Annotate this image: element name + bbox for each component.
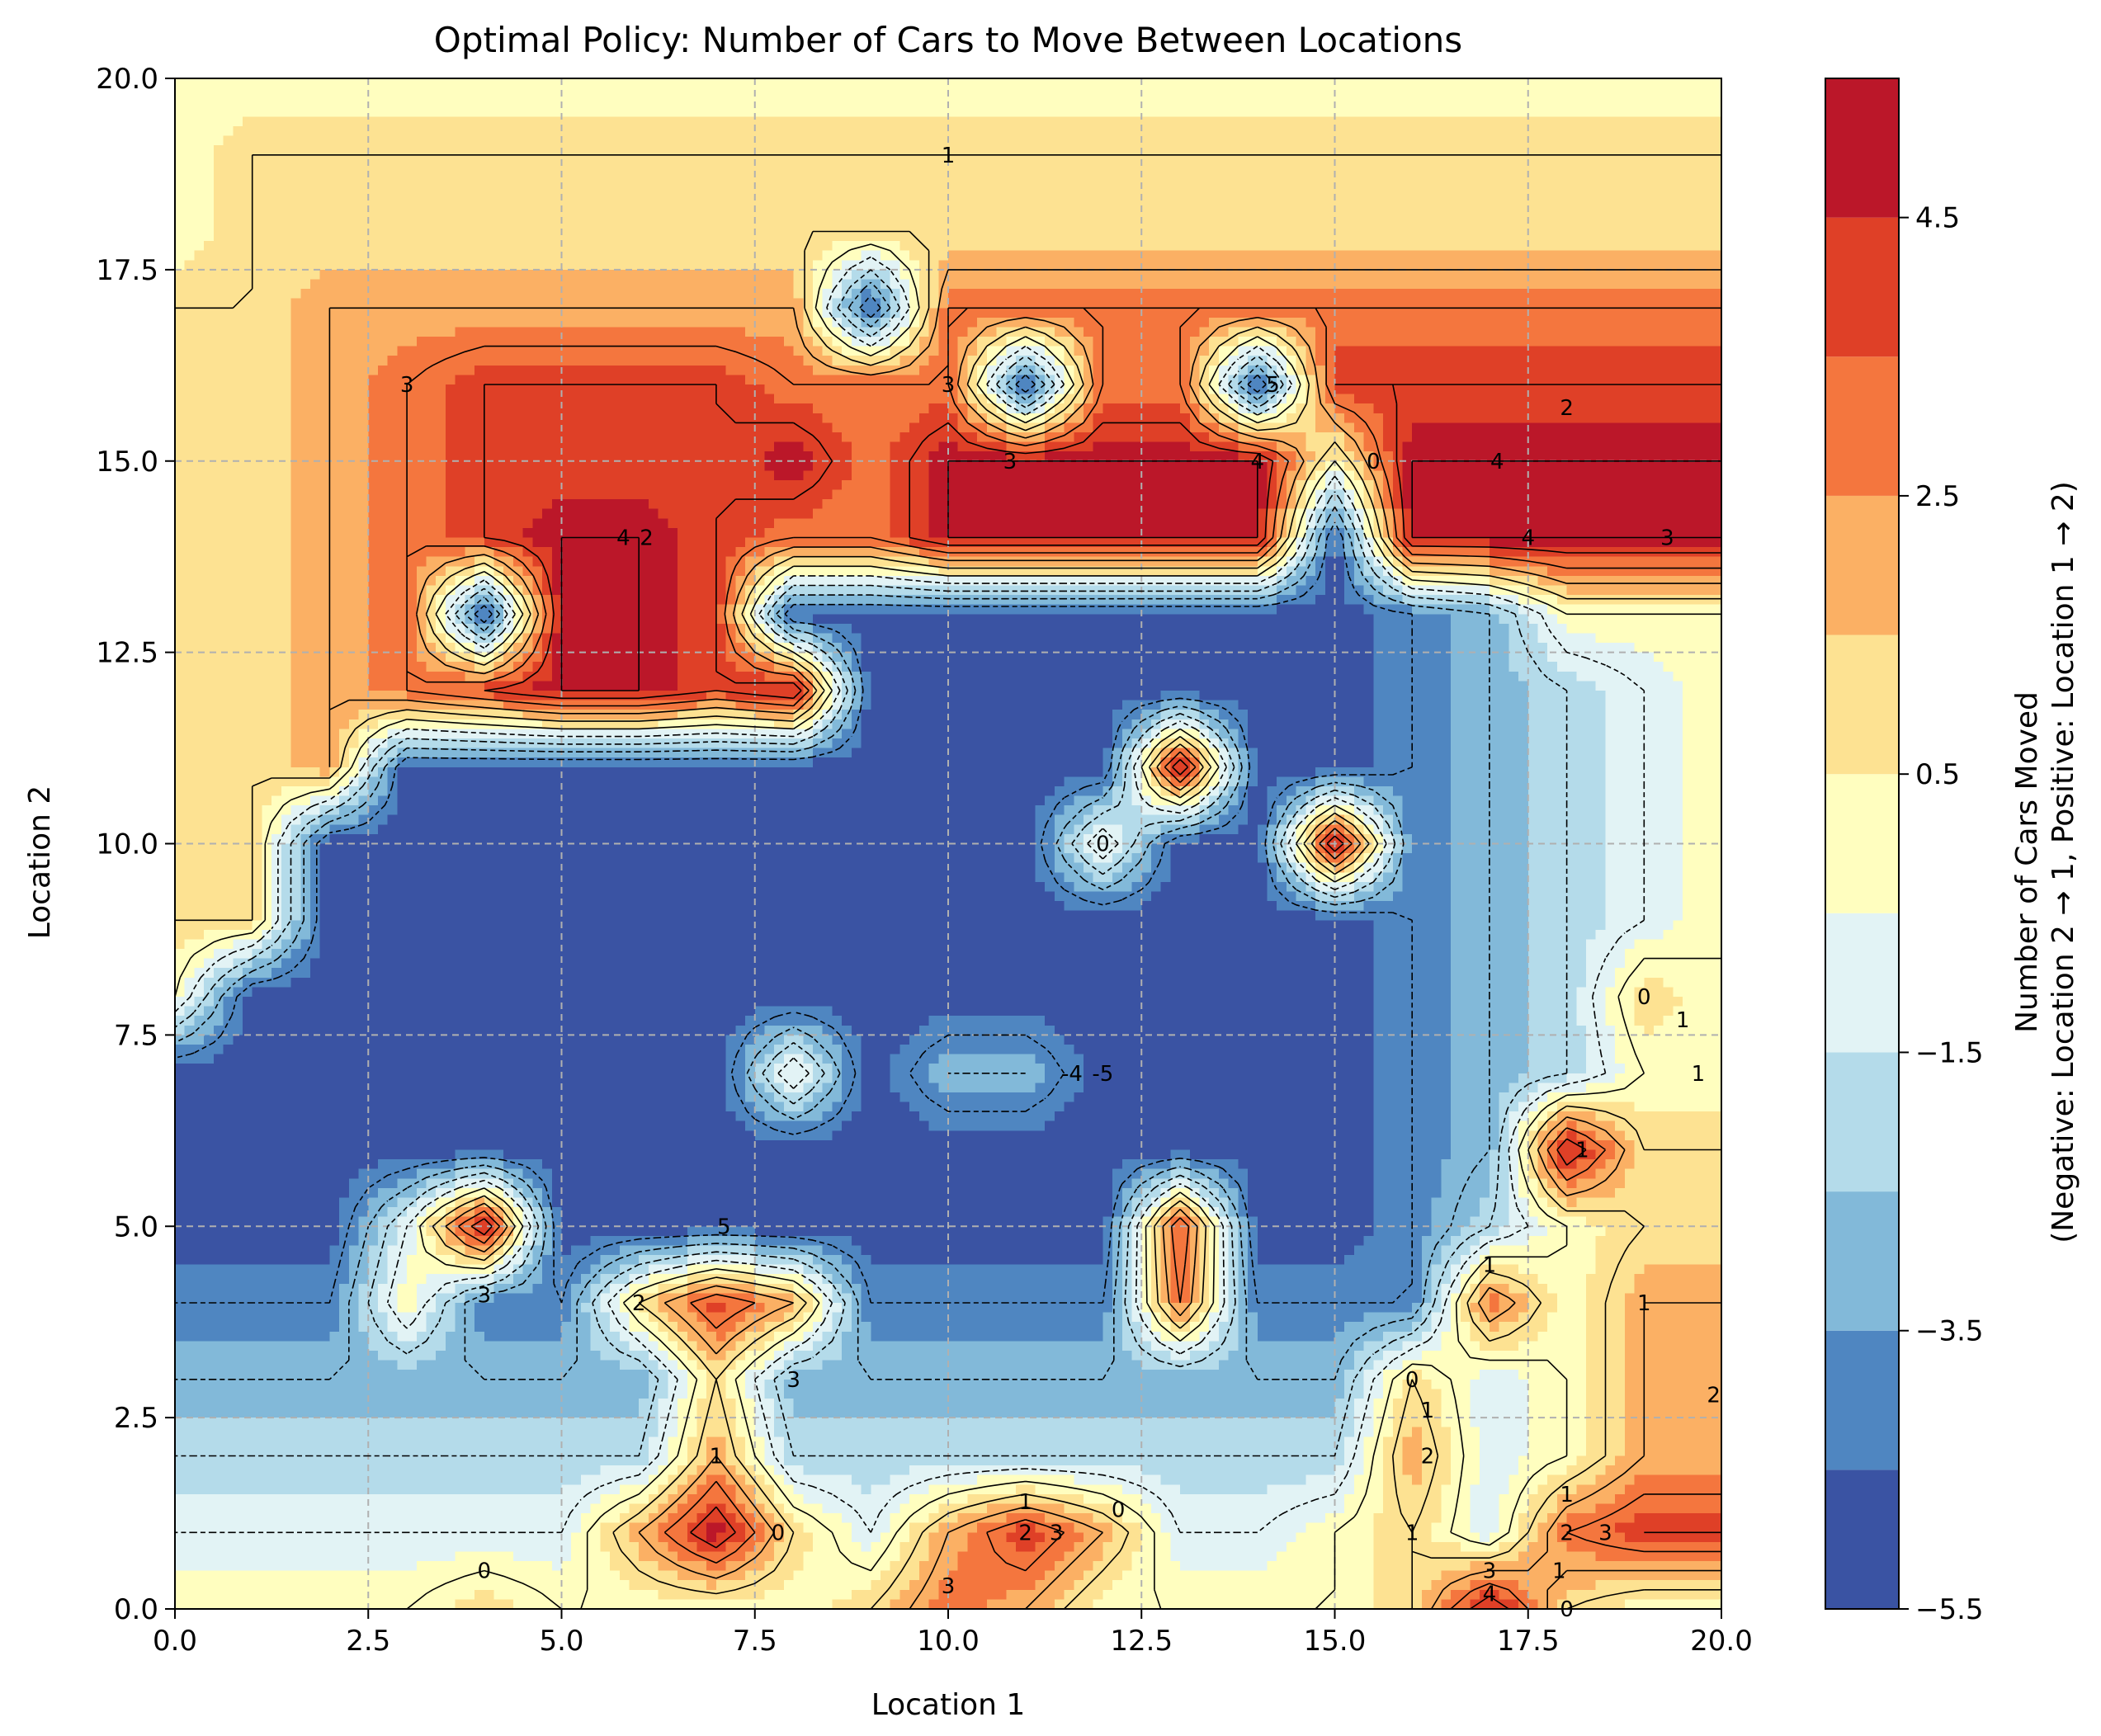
colorbar-band [1825,1052,1899,1192]
contour-label: 1 [1560,1483,1574,1507]
y-tick-label: 12.5 [96,637,158,670]
contour-line-level--2 [174,269,1568,1457]
colorbar-tick-label: −1.5 [1915,1036,1984,1069]
contour-line-level--3 [174,281,1490,1380]
y-axis-label: Location 2 [23,785,57,940]
contour-label: 1 [1575,1139,1589,1163]
colorbar-label-line2: (Negative: Location 2 → 1, Positive: Loc… [2047,481,2080,1243]
contour-label: 3 [942,1574,956,1599]
colorbar-label-line1: Number of Cars Moved [2010,691,2044,1033]
contour-label: 1 [1405,1521,1419,1545]
contour-line-level--4 [174,295,1413,1304]
colorbar-band [1825,217,1899,357]
contour-line-level--1 [174,256,1645,1534]
contour-label: 5 [717,1215,731,1239]
y-tick-label: 10.0 [96,828,158,861]
y-tick-label: 0.0 [114,1593,158,1626]
contour-label: 0 [1096,833,1110,857]
contour-label: 2 [1018,1521,1032,1545]
x-tick-label: 12.5 [1110,1625,1173,1658]
contour-label: 3 [400,373,414,398]
contour-label: 3 [1050,1521,1064,1545]
x-tick-label: 7.5 [733,1625,777,1658]
x-tick-label: 17.5 [1497,1625,1560,1658]
x-axis-ticks: 0.0 2.5 5.0 7.5 10.0 12.5 15.0 17.5 20.0 [153,1609,1753,1658]
colorbar: 4.5 2.5 0.5 −1.5 −3.5 −5.5 [1825,78,1984,1626]
colorbar-band [1825,1330,1899,1470]
colorbar-tick-label: 0.5 [1915,758,1960,791]
colorbar-band [1825,913,1899,1053]
contour-label: 1 [1552,1559,1566,1584]
contour-label: -4 [1061,1062,1083,1087]
colorbar-band [1825,1191,1899,1331]
y-tick-label: 17.5 [96,254,158,287]
contour-label: 1 [942,144,956,168]
contour-label: 4 [1251,450,1265,474]
contour-label: 3 [1598,1521,1612,1545]
contour-label: 1 [1018,1490,1032,1515]
contour-label: 4 [1490,450,1504,474]
contour-label: 3 [1660,526,1674,551]
contour-label: 3 [1483,1559,1497,1584]
contour-label: -5 [1092,1062,1113,1087]
x-tick-label: 20.0 [1690,1625,1753,1658]
y-tick-label: 20.0 [96,63,158,96]
contour-label: 0 [1637,985,1651,1010]
x-axis-label: Location 1 [871,1688,1026,1722]
contour-label: 2 [1421,1445,1435,1469]
contour-label: 1 [1676,1008,1690,1033]
colorbar-tick-label: −5.5 [1915,1593,1984,1626]
chart-title: Optimal Policy: Number of Cars to Move B… [434,20,1462,60]
x-tick-label: 2.5 [346,1625,390,1658]
colorbar-tick-label: 4.5 [1915,202,1960,235]
contour-label: 3 [478,1284,492,1309]
contour-label: 0 [1112,1498,1126,1522]
contour-label: 2 [640,526,654,551]
y-tick-label: 2.5 [114,1402,158,1435]
contour-label: 0 [772,1521,786,1545]
y-axis-ticks: 0.0 2.5 5.0 7.5 10.0 12.5 15.0 17.5 20.0 [96,63,175,1626]
y-tick-label: 5.0 [114,1210,158,1243]
contour-label: 3 [786,1368,800,1393]
x-tick-label: 10.0 [917,1625,980,1658]
contour-label: 2 [1707,1383,1721,1408]
contour-label: 1 [1637,1291,1651,1316]
contour-label: 0 [478,1559,492,1584]
colorbar-frame [1825,78,1900,1610]
contour-label: 4 [1483,1582,1497,1606]
contour-label: 2 [1560,396,1574,421]
contour-label: 3 [1003,450,1017,474]
contour-line-level-5 [560,460,1721,691]
colorbar-tick-label: −3.5 [1915,1315,1984,1348]
contour-label: 3 [942,373,956,398]
contour-label: 1 [1692,1062,1706,1087]
contour-label: 1 [1421,1399,1435,1423]
contour-label: 0 [1367,450,1381,474]
contour-label: 4 [1521,526,1535,551]
y-tick-label: 15.0 [96,446,158,479]
colorbar-band [1825,634,1899,775]
x-tick-label: 5.0 [539,1625,583,1658]
contour-label: 0 [1405,1368,1419,1393]
x-tick-label: 15.0 [1304,1625,1367,1658]
colorbar-band [1825,1469,1899,1609]
contour-label: 4 [616,526,630,551]
colorbar-band [1825,774,1899,913]
y-tick-label: 7.5 [114,1019,158,1052]
colorbar-band [1825,78,1899,218]
contour-label: 5 [1266,373,1280,398]
contour-label: 2 [632,1291,646,1316]
contour-label: 2 [1560,1521,1574,1545]
colorbar-tick-label: 2.5 [1915,480,1960,513]
contour-label: 1 [1483,1253,1497,1278]
colorbar-band [1825,356,1899,496]
contour-label: 1 [710,1445,724,1469]
colorbar-band [1825,495,1899,635]
x-tick-label: 0.0 [153,1625,197,1658]
